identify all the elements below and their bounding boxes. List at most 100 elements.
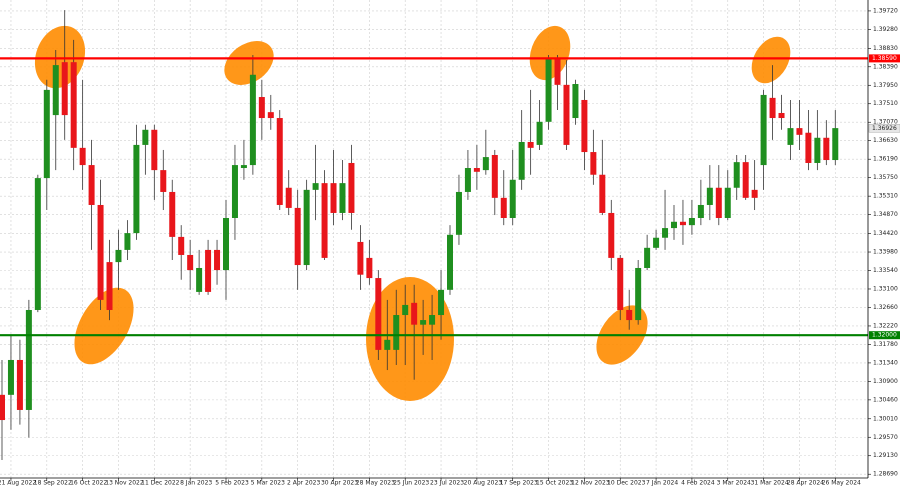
- y-tick-label: 1.31780: [873, 341, 898, 348]
- candle-body: [554, 57, 561, 85]
- candle-body: [321, 183, 328, 258]
- x-tick-label: 13 Nov 2022: [105, 480, 144, 487]
- highlight-ellipse: [74, 287, 134, 365]
- candle-body: [545, 57, 552, 122]
- y-tick-label: 1.36190: [873, 156, 898, 163]
- candle-body: [160, 170, 167, 192]
- y-tick-label: 1.32220: [873, 322, 898, 329]
- candle-body: [635, 267, 642, 321]
- x-tick-label: 16 Oct 2022: [70, 480, 107, 487]
- candle-body: [644, 247, 651, 268]
- candle-body: [366, 257, 373, 279]
- candle-body: [375, 278, 382, 350]
- candle-body: [787, 128, 794, 145]
- y-tick-label: 1.37950: [873, 82, 898, 89]
- x-tick-label: 28 May 2023: [356, 480, 395, 487]
- y-tick-label: 1.32660: [873, 304, 898, 311]
- candle-body: [671, 221, 677, 229]
- candle-body: [276, 118, 283, 205]
- candle-body: [688, 217, 695, 226]
- x-tick-label: 23 Jul 2023: [430, 480, 464, 487]
- candle-body: [258, 97, 265, 119]
- x-tick-label: 10 Dec 2023: [607, 480, 646, 487]
- candle-body: [724, 187, 731, 218]
- candle-body: [518, 141, 525, 180]
- candle-body: [124, 233, 131, 250]
- x-tick-label: 18 Sep 2022: [34, 480, 72, 487]
- candle-body: [178, 236, 185, 255]
- candle-body: [330, 183, 337, 213]
- candle-body: [608, 212, 615, 258]
- y-tick-label: 1.33540: [873, 267, 898, 274]
- candle-body: [482, 157, 489, 171]
- y-tick-label: 1.28690: [873, 471, 898, 478]
- x-tick-label: 20 Aug 2023: [464, 480, 503, 487]
- candle-body: [697, 204, 704, 218]
- candle-body: [715, 187, 722, 218]
- candle-body: [778, 112, 785, 119]
- candle-body: [581, 99, 588, 153]
- candle-body: [151, 129, 158, 171]
- x-tick-label: 11 Dec 2022: [141, 480, 180, 487]
- candle-body: [52, 65, 59, 116]
- candle-body: [420, 320, 427, 325]
- candle-body: [294, 207, 301, 266]
- y-tick-label: 1.37070: [873, 119, 898, 126]
- candle-body: [303, 189, 310, 266]
- candle-body: [267, 112, 274, 119]
- level-label: 1.38590: [872, 55, 897, 62]
- x-tick-label: 4 Feb 2024: [681, 480, 715, 487]
- x-tick-label: 2 Apr 2023: [287, 480, 320, 487]
- y-tick-label: 1.30900: [873, 378, 898, 385]
- candle-body: [760, 94, 767, 166]
- candle-body: [509, 179, 516, 218]
- candle-body: [733, 162, 740, 188]
- y-tick-label: 1.34420: [873, 230, 898, 237]
- candle-body: [527, 141, 534, 148]
- candle-body: [34, 178, 41, 310]
- candle-body: [742, 162, 749, 198]
- candle-body: [563, 84, 570, 145]
- candle-body: [61, 62, 68, 116]
- candle-body: [357, 241, 364, 275]
- candle-body: [769, 97, 776, 119]
- candle-body: [751, 189, 758, 198]
- candle-body: [706, 187, 713, 205]
- candle-body: [88, 165, 95, 205]
- candle-body: [823, 137, 830, 161]
- y-tick-label: 1.37510: [873, 100, 898, 107]
- y-tick-label: 1.38830: [873, 45, 898, 52]
- candle-body: [447, 234, 453, 290]
- x-tick-label: 12 Nov 2023: [571, 480, 610, 487]
- x-tick-label: 8 Jan 2023: [180, 480, 212, 487]
- y-tick-label: 1.30460: [873, 396, 898, 403]
- candle-body: [662, 228, 669, 238]
- x-tick-label: 5 Mar 2023: [251, 480, 285, 487]
- candle-body: [223, 217, 229, 271]
- candle-body: [348, 162, 355, 213]
- candle-body: [133, 144, 140, 234]
- candle-body: [249, 74, 256, 166]
- candle-body: [7, 359, 14, 395]
- y-tick-label: 1.35750: [873, 174, 898, 181]
- label-layer: 1.39720 1.39280 1.38830 1.38390 1.37950 1.375…: [0, 7, 900, 487]
- y-tick-label: 1.35310: [873, 193, 898, 200]
- last-price-box: [868, 124, 900, 133]
- mark-layer: [0, 10, 868, 460]
- candle-body: [106, 262, 113, 310]
- y-tick-label: 1.29570: [873, 434, 898, 441]
- candle-body: [187, 254, 194, 271]
- y-tick-label: 1.30010: [873, 415, 898, 422]
- candle-body: [16, 359, 23, 410]
- candle-body: [679, 221, 686, 226]
- highlight-ellipse: [224, 41, 274, 85]
- x-tick-label: 7 Jan 2024: [646, 480, 678, 487]
- candle-body: [142, 129, 149, 145]
- candle-body: [429, 315, 436, 325]
- candle-body: [393, 315, 400, 350]
- candle-body: [572, 84, 579, 119]
- candle-body: [402, 304, 409, 316]
- candle-body: [805, 132, 812, 163]
- x-tick-label: 3 Mar 2024: [717, 480, 751, 487]
- candle-body: [214, 249, 221, 271]
